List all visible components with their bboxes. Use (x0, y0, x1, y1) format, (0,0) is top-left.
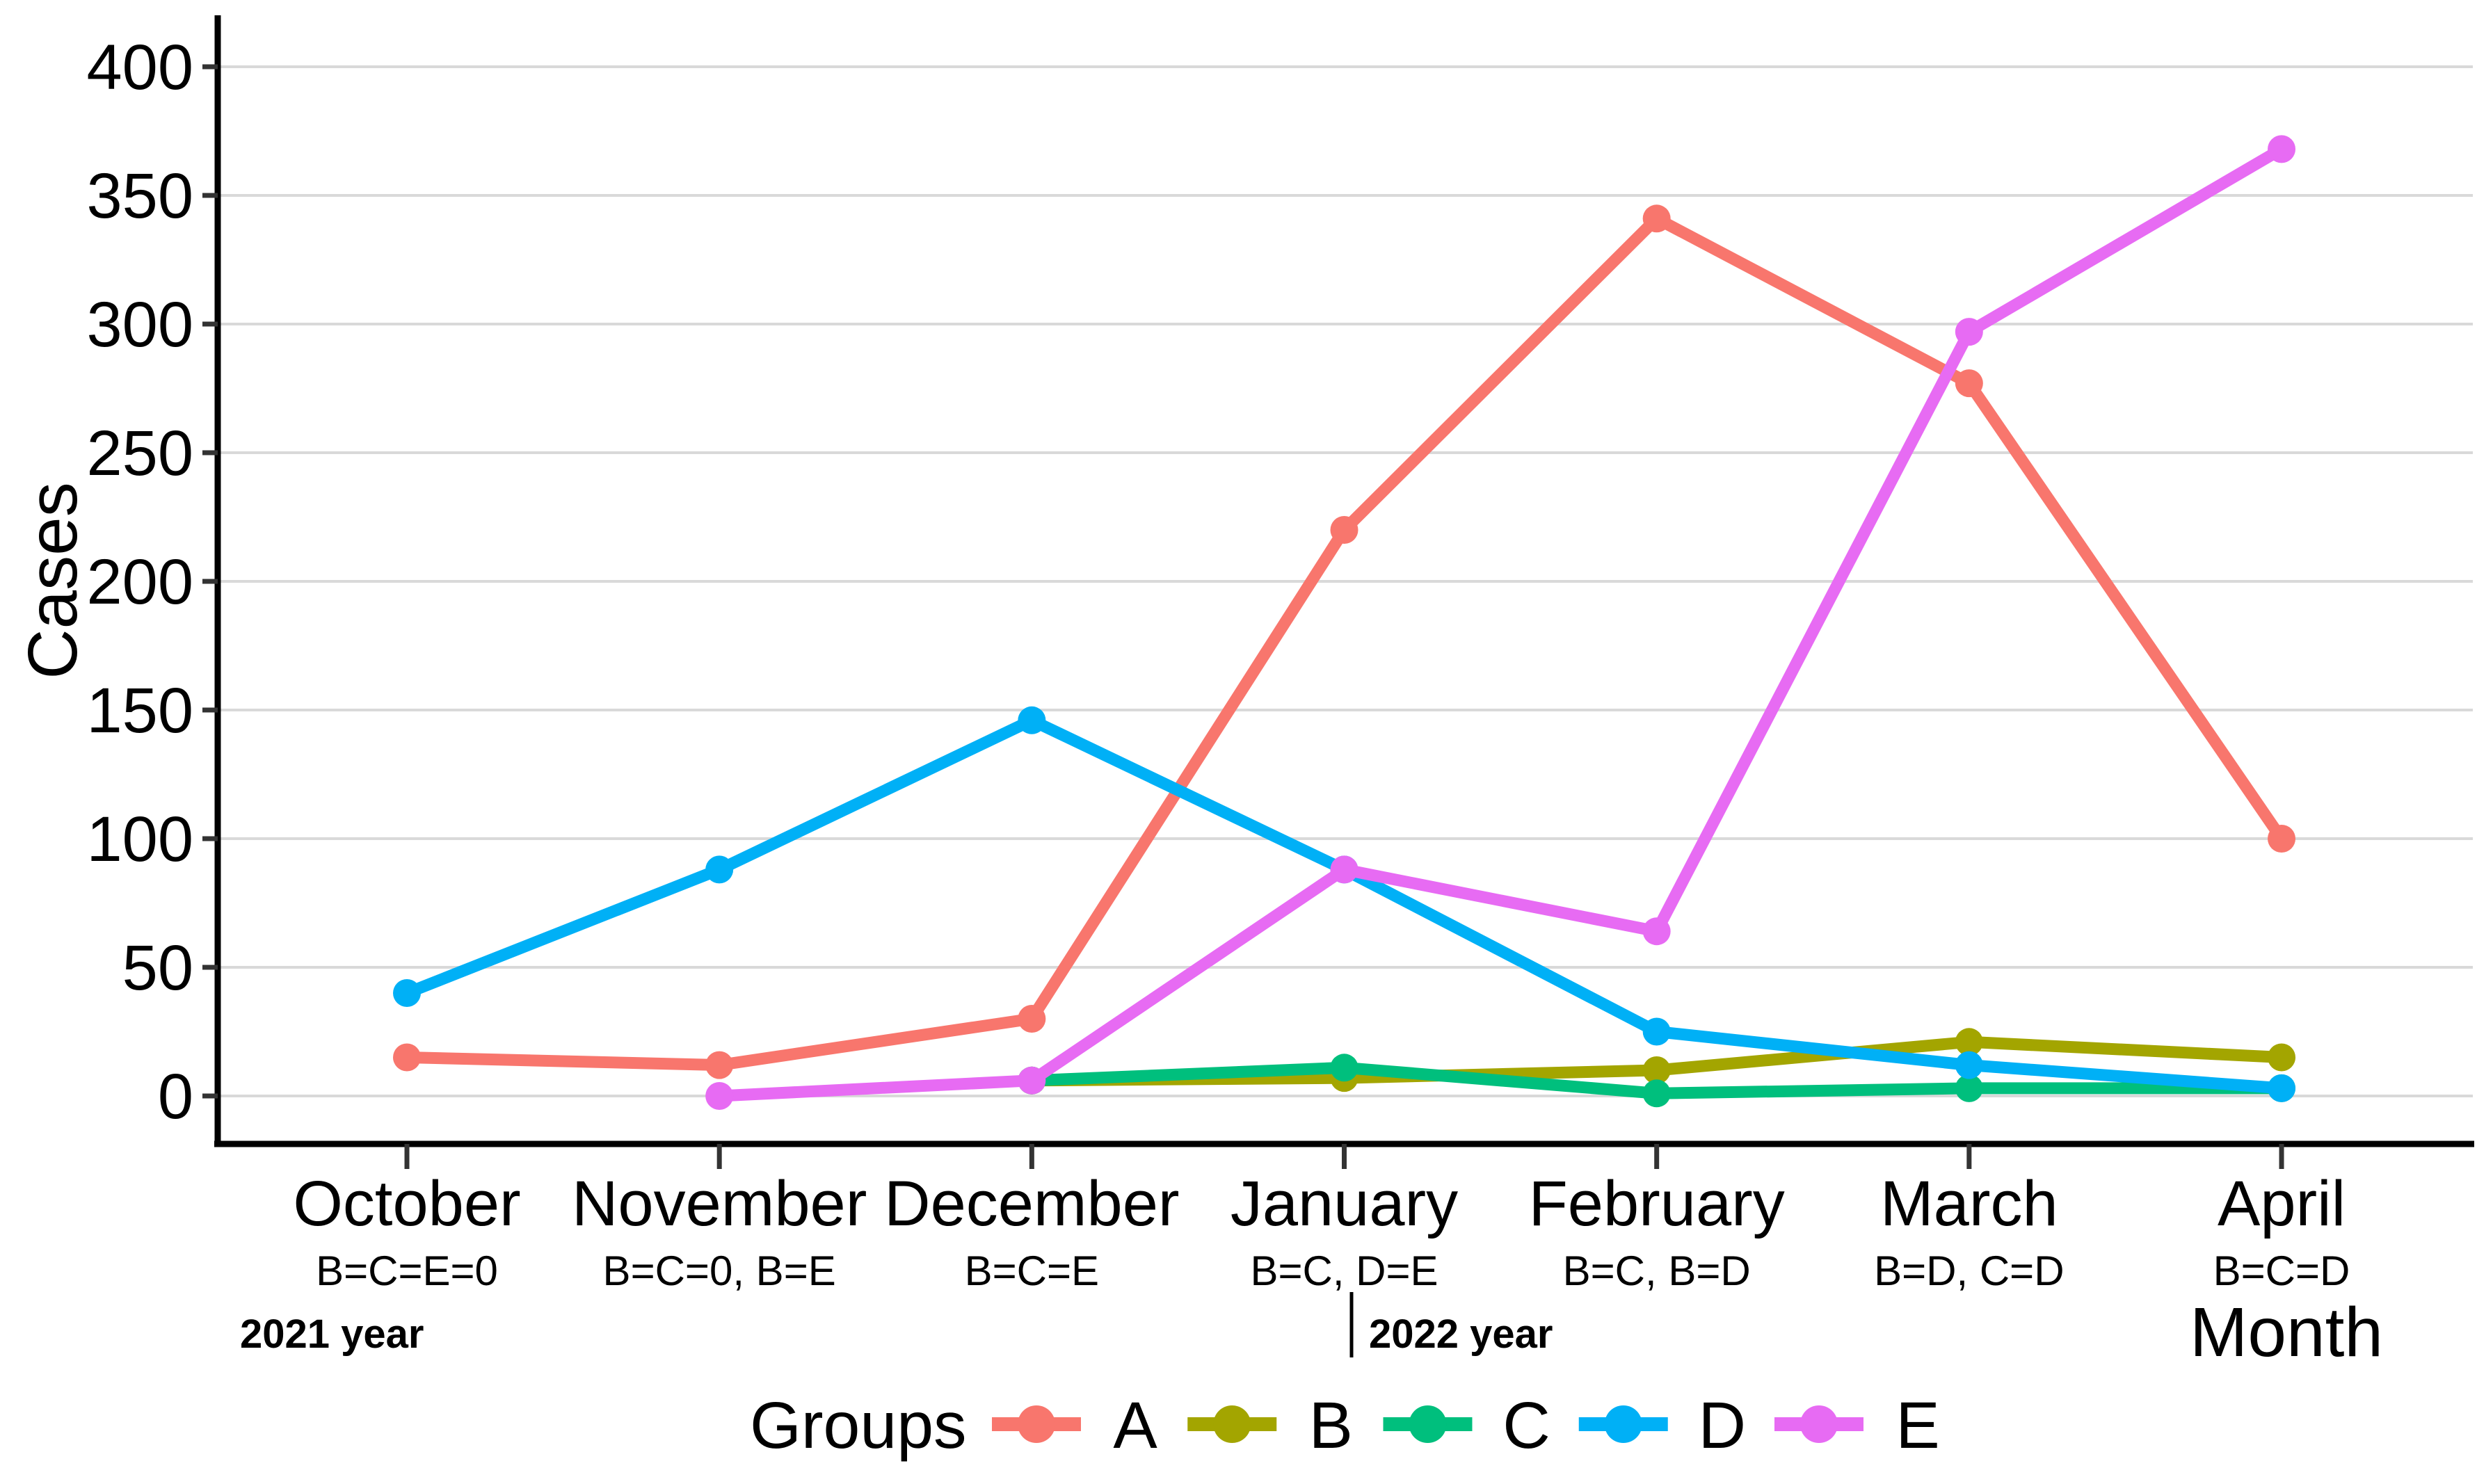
data-point-E-2 (1330, 855, 1358, 884)
gridlines (218, 65, 2473, 1097)
data-point-C-2 (1642, 1079, 1671, 1108)
annotation-april: B=C=D (2213, 1248, 2350, 1294)
month-label-march: March (1880, 1168, 2058, 1239)
y-tick-label-0: 0 (158, 1061, 193, 1132)
y-tick-label-150: 150 (87, 675, 194, 746)
month-label-april: April (2218, 1168, 2346, 1239)
y-tick-label-50: 50 (122, 933, 193, 1003)
year-label-2021: 2021 year (240, 1312, 424, 1357)
data-point-D-6 (2268, 1074, 2296, 1102)
data-point-A-2 (1018, 1005, 1046, 1033)
legend-keys: A B C D E (992, 1389, 1940, 1462)
x-axis-month-labels: October November December January February Ma… (293, 1168, 2346, 1239)
y-tick-label-350: 350 (87, 161, 194, 232)
legend-key-D: D (1578, 1389, 1746, 1462)
data-point-D-5 (1955, 1051, 1983, 1079)
x-axis-ticks (404, 1144, 2284, 1169)
data-point-B-2 (1642, 1056, 1671, 1084)
y-tick-label-300: 300 (87, 289, 194, 360)
year-label-2022: 2022 year (1369, 1312, 1553, 1357)
legend-label-C: C (1502, 1389, 1550, 1462)
data-point-E-1 (1018, 1066, 1046, 1095)
series-line-A (406, 212, 2287, 1072)
legend-point-A (1018, 1405, 1055, 1443)
y-tick-label-100: 100 (87, 804, 194, 875)
data-point-A-1 (705, 1051, 734, 1079)
y-axis-ticks (202, 64, 218, 1099)
legend-title: Groups (750, 1389, 967, 1462)
annotation-february: B=C, B=D (1563, 1248, 1751, 1294)
y-axis-tick-labels: 0 50 100 150 200 250 300 350 400 (87, 32, 194, 1132)
data-point-D-2 (1018, 706, 1046, 734)
data-point-D-1 (705, 855, 734, 884)
legend-point-B (1213, 1405, 1251, 1443)
legend-key-A: A (992, 1389, 1157, 1462)
legend-key-B: B (1187, 1389, 1353, 1462)
legend-label-B: B (1309, 1389, 1353, 1462)
data-point-D-4 (1642, 1017, 1671, 1046)
month-label-november: November (572, 1168, 867, 1239)
data-series (393, 135, 2296, 1110)
y-axis-title: Cases (14, 482, 92, 679)
legend-key-C: C (1383, 1389, 1550, 1462)
annotation-december: B=C=E (965, 1248, 1099, 1294)
data-point-B-3 (1955, 1028, 1983, 1056)
data-point-A-5 (1955, 369, 1983, 398)
legend: Groups A B C D E (750, 1389, 1940, 1462)
y-tick-label-250: 250 (87, 418, 194, 489)
data-point-C-3 (1955, 1074, 1983, 1102)
data-point-E-4 (1955, 318, 1983, 346)
x-axis-title: Month (2190, 1293, 2383, 1371)
legend-key-E: E (1774, 1389, 1940, 1462)
data-point-C-1 (1330, 1054, 1358, 1082)
data-point-E-3 (1642, 917, 1671, 946)
legend-label-A: A (1113, 1389, 1157, 1462)
legend-point-C (1409, 1405, 1447, 1443)
month-label-january: January (1231, 1168, 1458, 1239)
legend-label-E: E (1895, 1389, 1939, 1462)
data-point-D-0 (393, 979, 421, 1007)
series-E (705, 135, 2296, 1110)
data-point-A-0 (393, 1043, 421, 1072)
significance-annotations: B=C=E=0 B=C=0, B=E B=C=E B=C, D=E B=C, B=D B=… (316, 1248, 2350, 1294)
annotation-november: B=C=0, B=E (603, 1248, 836, 1294)
legend-label-D: D (1698, 1389, 1746, 1462)
y-tick-label-200: 200 (87, 547, 194, 618)
month-label-december: December (884, 1168, 1179, 1239)
data-point-A-6 (2268, 825, 2296, 853)
series-A (393, 204, 2296, 1079)
month-label-october: October (293, 1168, 520, 1239)
month-label-february: February (1529, 1168, 1785, 1239)
data-point-E-5 (2268, 135, 2296, 163)
series-line-E (719, 144, 2285, 1102)
legend-point-E (1800, 1405, 1838, 1443)
data-point-B-4 (2268, 1043, 2296, 1072)
data-point-E-0 (705, 1082, 734, 1110)
data-point-A-3 (1330, 516, 1358, 544)
annotation-march: B=D, C=D (1874, 1248, 2064, 1294)
data-point-A-4 (1642, 204, 1671, 233)
series-line-D (404, 714, 2282, 1095)
legend-point-D (1604, 1405, 1642, 1443)
y-tick-label-400: 400 (87, 32, 194, 103)
annotation-october: B=C=E=0 (316, 1248, 498, 1294)
annotation-january: B=C, D=E (1250, 1248, 1438, 1294)
